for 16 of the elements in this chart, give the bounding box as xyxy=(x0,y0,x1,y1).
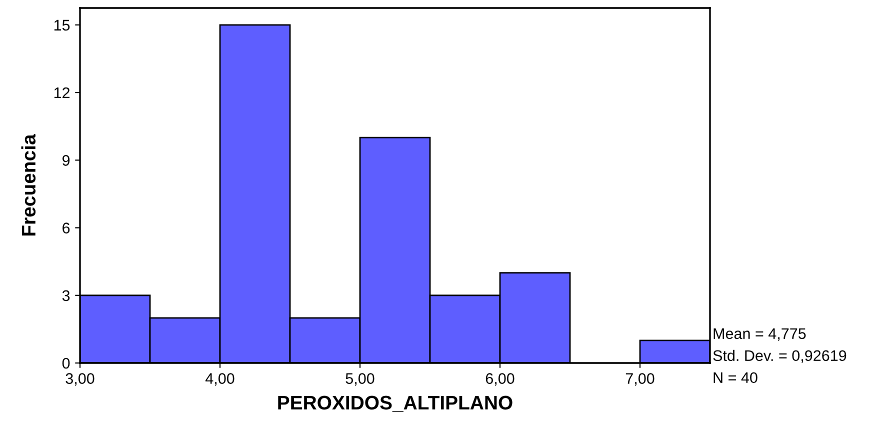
text: N = 40 xyxy=(714,372,758,384)
x-tick-label: 5,00 xyxy=(346,373,374,386)
y-tick-label: 9 xyxy=(62,155,70,166)
x-tick-label: 7,00 xyxy=(626,373,654,386)
y-tick-label: 3 xyxy=(62,290,70,302)
x-axis-title: PEROXIDOS_ALTIPLANO xyxy=(278,396,512,412)
text: Mean = 4,775 xyxy=(714,328,806,341)
x-tick-label: 4,00 xyxy=(205,373,234,386)
text: Std. Dev. = 0,92619 xyxy=(713,350,846,363)
y-tick-label: 12 xyxy=(54,87,70,98)
y-axis-title: Frecuencia xyxy=(21,134,36,236)
x-tick-label: 6,00 xyxy=(486,373,514,386)
x-tick-label: 3,00 xyxy=(66,373,94,386)
y-tick-label: 6 xyxy=(62,222,70,234)
y-tick-label: 0 xyxy=(62,358,70,369)
y-tick-label: 15 xyxy=(54,20,70,31)
